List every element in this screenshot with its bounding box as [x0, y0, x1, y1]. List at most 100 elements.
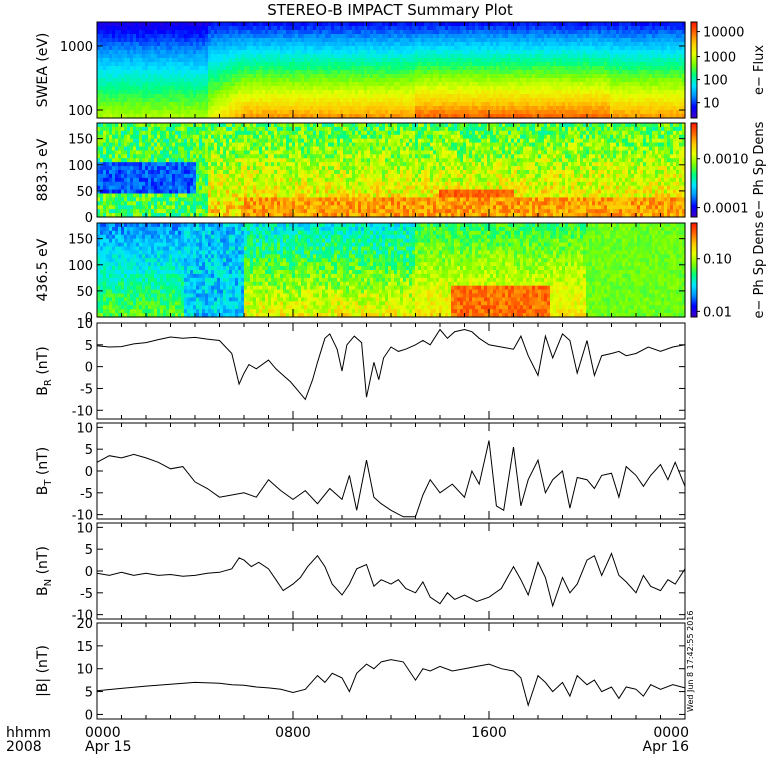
swea-cell	[220, 78, 224, 83]
swea-cell	[271, 110, 275, 115]
swea-cell	[184, 114, 188, 119]
swea-cell	[250, 66, 254, 71]
swea-cell	[295, 94, 299, 99]
swea-cell	[205, 46, 209, 51]
swea-cell	[322, 50, 326, 55]
swea-cell	[220, 110, 224, 115]
swea-cell	[199, 54, 203, 59]
swea-cell	[220, 42, 224, 47]
swea-cell	[343, 98, 347, 103]
swea-cell	[289, 78, 293, 83]
swea-cell	[283, 26, 287, 31]
swea-cell	[211, 62, 215, 67]
swea-cell	[304, 78, 308, 83]
swea-cell	[133, 110, 137, 115]
swea-cell	[325, 90, 329, 95]
swea-cell	[133, 38, 137, 43]
swea-cell	[265, 110, 269, 115]
swea-cell	[103, 54, 107, 59]
swea-cell	[274, 70, 278, 75]
swea-cell	[259, 50, 263, 55]
swea-cell	[238, 26, 242, 31]
swea-cell	[151, 82, 155, 87]
swea-cell	[169, 70, 173, 75]
swea-cell	[325, 62, 329, 67]
swea-cell	[244, 34, 248, 39]
swea-cell	[163, 38, 167, 43]
swea-cell	[268, 22, 272, 27]
swea-cell	[163, 94, 167, 99]
swea-cell	[148, 34, 152, 39]
swea-cell	[304, 58, 308, 63]
swea-cell	[127, 46, 131, 51]
swea-cell	[112, 114, 116, 119]
swea-cell	[283, 94, 287, 99]
swea-cell	[196, 30, 200, 35]
swea-cell	[199, 86, 203, 91]
swea-cell	[217, 34, 221, 39]
swea-cell	[322, 114, 326, 119]
swea-cell	[337, 102, 341, 107]
swea-cell	[223, 30, 227, 35]
swea-cell	[187, 30, 191, 35]
swea-cell	[253, 82, 257, 87]
swea-cell	[139, 106, 143, 111]
swea-cell	[136, 110, 140, 115]
swea-cell	[184, 90, 188, 95]
swea-cell	[283, 66, 287, 71]
swea-cell	[274, 62, 278, 67]
swea-cell	[292, 90, 296, 95]
swea-cell	[241, 110, 245, 115]
swea-cell	[313, 46, 317, 51]
swea-cell	[289, 94, 293, 99]
swea-cell	[148, 42, 152, 47]
swea-cell	[121, 102, 125, 107]
swea-cell	[346, 22, 350, 27]
swea-cell	[199, 58, 203, 63]
swea-cell	[217, 46, 221, 51]
swea-cell	[178, 62, 182, 67]
swea-cell	[325, 94, 329, 99]
swea-cell	[295, 66, 299, 71]
swea-cell	[274, 114, 278, 119]
swea-cell	[118, 22, 122, 27]
swea-cell	[310, 38, 314, 43]
swea-cell	[118, 38, 122, 43]
swea-cell	[100, 82, 104, 87]
swea-cell	[202, 106, 206, 111]
swea-cell	[136, 22, 140, 27]
swea-cell	[205, 62, 209, 67]
swea-cell	[100, 34, 104, 39]
swea-cell	[166, 94, 170, 99]
swea-cell	[307, 38, 311, 43]
swea-cell	[259, 46, 263, 51]
swea-cell	[289, 106, 293, 111]
swea-cell	[190, 90, 194, 95]
swea-cell	[340, 46, 344, 51]
swea-cell	[337, 78, 341, 83]
swea-cell	[184, 50, 188, 55]
swea-cell	[250, 114, 254, 119]
swea-cell	[283, 86, 287, 91]
swea-cell	[154, 110, 158, 115]
swea-cell	[232, 90, 236, 95]
swea-cell	[184, 38, 188, 43]
swea-cell	[109, 86, 113, 91]
swea-cell	[136, 30, 140, 35]
swea-cell	[181, 90, 185, 95]
swea-cell	[145, 38, 149, 43]
swea-cell	[256, 34, 260, 39]
swea-cell	[112, 98, 116, 103]
swea-cell	[190, 22, 194, 27]
swea-cell	[346, 42, 350, 47]
swea-cell	[268, 46, 272, 51]
swea-cell	[112, 46, 116, 51]
swea-cell	[343, 114, 347, 119]
swea-cell	[208, 114, 212, 119]
swea-cell	[244, 94, 248, 99]
swea-cell	[187, 102, 191, 107]
swea-cell	[229, 82, 233, 87]
swea-cell	[250, 74, 254, 79]
swea-cell	[187, 94, 191, 99]
swea-cell	[181, 46, 185, 51]
